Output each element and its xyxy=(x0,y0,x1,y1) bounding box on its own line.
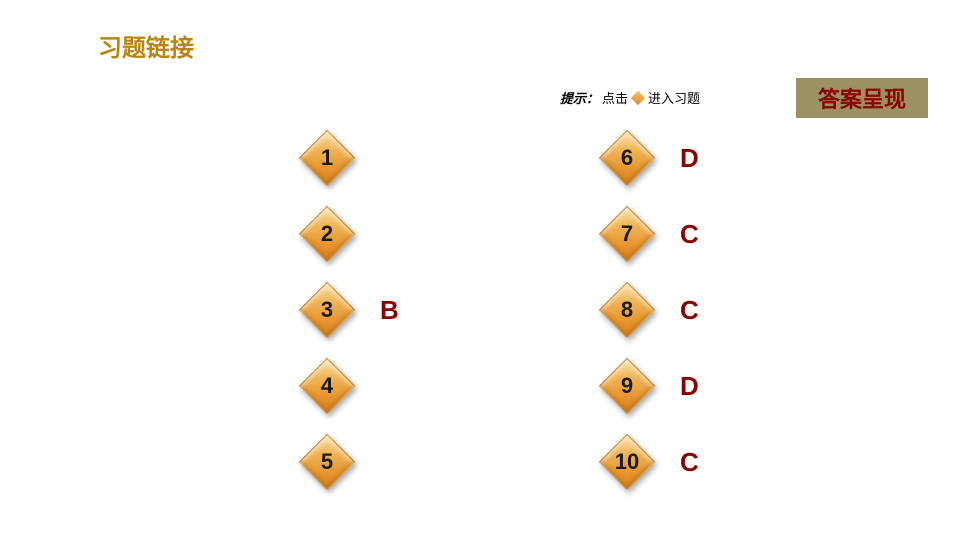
exercise-row: 4 xyxy=(300,348,399,424)
answer-letter: B xyxy=(380,295,399,326)
exercise-row: 3B xyxy=(300,272,399,348)
exercise-diamond[interactable]: 4 xyxy=(300,359,354,413)
exercise-diamond[interactable]: 7 xyxy=(600,207,654,261)
answer-letter: C xyxy=(680,447,699,478)
answer-banner: 答案呈现 xyxy=(796,78,928,118)
hint-label: 提示： xyxy=(560,88,599,107)
exercise-diamond[interactable]: 10 xyxy=(600,435,654,489)
exercise-row: 6D xyxy=(600,120,699,196)
hint-after: 进入习题 xyxy=(648,88,700,107)
exercise-number: 5 xyxy=(300,435,354,489)
exercise-diamond[interactable]: 2 xyxy=(300,207,354,261)
exercise-diamond[interactable]: 6 xyxy=(600,131,654,185)
exercise-row: 10 C xyxy=(600,424,699,500)
exercise-diamond[interactable]: 1 xyxy=(300,131,354,185)
exercise-row: 5 xyxy=(300,424,399,500)
answer-letter: D xyxy=(680,371,699,402)
answer-letter: C xyxy=(680,295,699,326)
exercise-number: 8 xyxy=(600,283,654,337)
page-title: 习题链接 xyxy=(98,28,194,63)
hint-before: 点击 xyxy=(602,88,628,107)
exercise-number: 3 xyxy=(300,283,354,337)
exercise-diamond[interactable]: 5 xyxy=(300,435,354,489)
exercise-number: 4 xyxy=(300,359,354,413)
exercise-number: 6 xyxy=(600,131,654,185)
answer-letter: C xyxy=(680,219,699,250)
exercise-row: 7C xyxy=(600,196,699,272)
hint-row: 提示： 点击 进入习题 xyxy=(560,88,700,107)
diamond-icon xyxy=(631,90,645,104)
exercise-diamond[interactable]: 9 xyxy=(600,359,654,413)
column-left: 1 2 3B 4 5 xyxy=(300,120,399,500)
exercise-diamond[interactable]: 8 xyxy=(600,283,654,337)
exercise-row: 9D xyxy=(600,348,699,424)
exercise-number: 1 xyxy=(300,131,354,185)
exercise-number: 9 xyxy=(600,359,654,413)
exercise-row: 8C xyxy=(600,272,699,348)
exercise-row: 2 xyxy=(300,196,399,272)
answer-letter: D xyxy=(680,143,699,174)
exercise-diamond[interactable]: 3 xyxy=(300,283,354,337)
exercise-number: 10 xyxy=(600,435,654,489)
exercise-number: 2 xyxy=(300,207,354,261)
exercise-row: 1 xyxy=(300,120,399,196)
column-right: 6D7C8C9D10C xyxy=(600,120,699,500)
exercise-number: 7 xyxy=(600,207,654,261)
